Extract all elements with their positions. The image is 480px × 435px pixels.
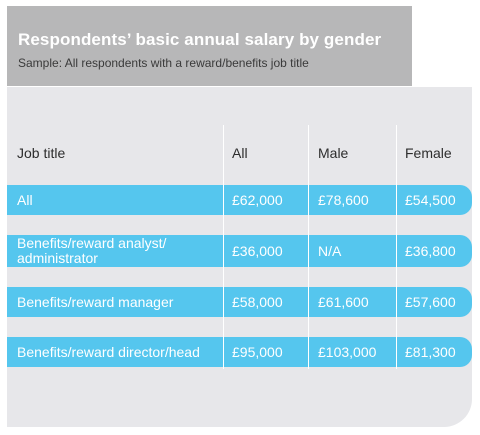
column-divider (308, 125, 309, 369)
job-title-cell: Benefits/reward analyst/ administrator (17, 235, 167, 266)
table-subtitle: Sample: All respondents with a reward/be… (18, 56, 309, 70)
column-divider (223, 125, 224, 369)
salary-table: Job title All Male Female All £62,000 £7… (7, 87, 472, 427)
column-header-male: Male (318, 144, 349, 161)
salary-female-cell: £36,800 (405, 242, 456, 259)
column-header-job-title: Job title (17, 144, 66, 161)
table-row: Benefits/reward analyst/ administrator £… (7, 235, 472, 267)
table-header-row: Job title All Male Female (7, 125, 472, 181)
salary-male-cell: £61,600 (318, 293, 369, 310)
salary-all-cell: £62,000 (232, 191, 283, 208)
salary-female-cell: £54,500 (405, 191, 456, 208)
table-row: Benefits/reward director/head £95,000 £1… (7, 337, 472, 367)
salary-male-cell: N/A (318, 242, 342, 259)
column-header-female: Female (405, 144, 452, 161)
salary-all-cell: £36,000 (232, 242, 283, 259)
table-row: Benefits/reward manager £58,000 £61,600 … (7, 287, 472, 317)
salary-all-cell: £95,000 (232, 343, 283, 360)
salary-male-cell: £78,600 (318, 191, 369, 208)
salary-female-cell: £81,300 (405, 343, 456, 360)
job-title-cell: All (17, 191, 33, 208)
table-header-banner: Respondents’ basic annual salary by gend… (7, 6, 412, 86)
salary-female-cell: £57,600 (405, 293, 456, 310)
job-title-cell: Benefits/reward director/head (17, 343, 200, 360)
column-divider (396, 125, 397, 369)
salary-all-cell: £58,000 (232, 293, 283, 310)
table-row: All £62,000 £78,600 £54,500 (7, 185, 472, 215)
table-title: Respondents’ basic annual salary by gend… (18, 30, 382, 49)
salary-male-cell: £103,000 (318, 343, 377, 360)
job-title-cell: Benefits/reward manager (17, 293, 174, 310)
column-header-all: All (232, 144, 248, 161)
